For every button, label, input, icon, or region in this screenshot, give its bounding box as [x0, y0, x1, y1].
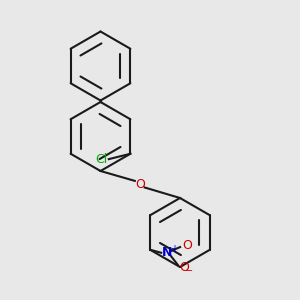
Text: N: N [161, 246, 172, 259]
Text: O: O [179, 261, 189, 274]
Text: Cl: Cl [95, 153, 107, 166]
Text: O: O [182, 239, 192, 252]
Text: −: − [185, 266, 193, 276]
Text: +: + [170, 244, 178, 254]
Text: O: O [135, 178, 145, 191]
